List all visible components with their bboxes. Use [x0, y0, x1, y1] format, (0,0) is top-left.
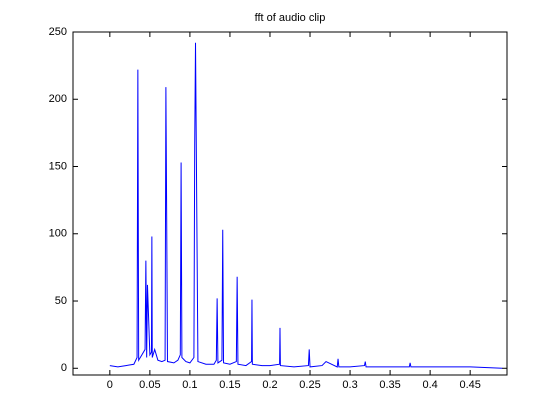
y-tick-label: 150 [49, 160, 67, 172]
y-tick-label: 50 [55, 295, 67, 307]
x-tick-label: 0.1 [182, 379, 197, 391]
y-tick-label: 0 [61, 362, 67, 374]
x-tick-label: 0.45 [459, 379, 480, 391]
line-series [109, 42, 503, 369]
chart-title: fft of audio clip [255, 12, 326, 24]
x-tick-label: 0.25 [299, 379, 320, 391]
y-tick-label: 100 [49, 228, 67, 240]
y-tick-label: 200 [49, 93, 67, 105]
y-tick-label: 250 [49, 26, 67, 38]
x-tick-label: 0.4 [422, 379, 437, 391]
x-tick-label: 0 [107, 379, 113, 391]
x-tick-label: 0.35 [379, 379, 400, 391]
x-tick-label: 0.3 [342, 379, 357, 391]
x-tick-label: 0.05 [139, 379, 160, 391]
x-tick-label: 0.2 [262, 379, 277, 391]
x-tick-label: 0.15 [219, 379, 240, 391]
